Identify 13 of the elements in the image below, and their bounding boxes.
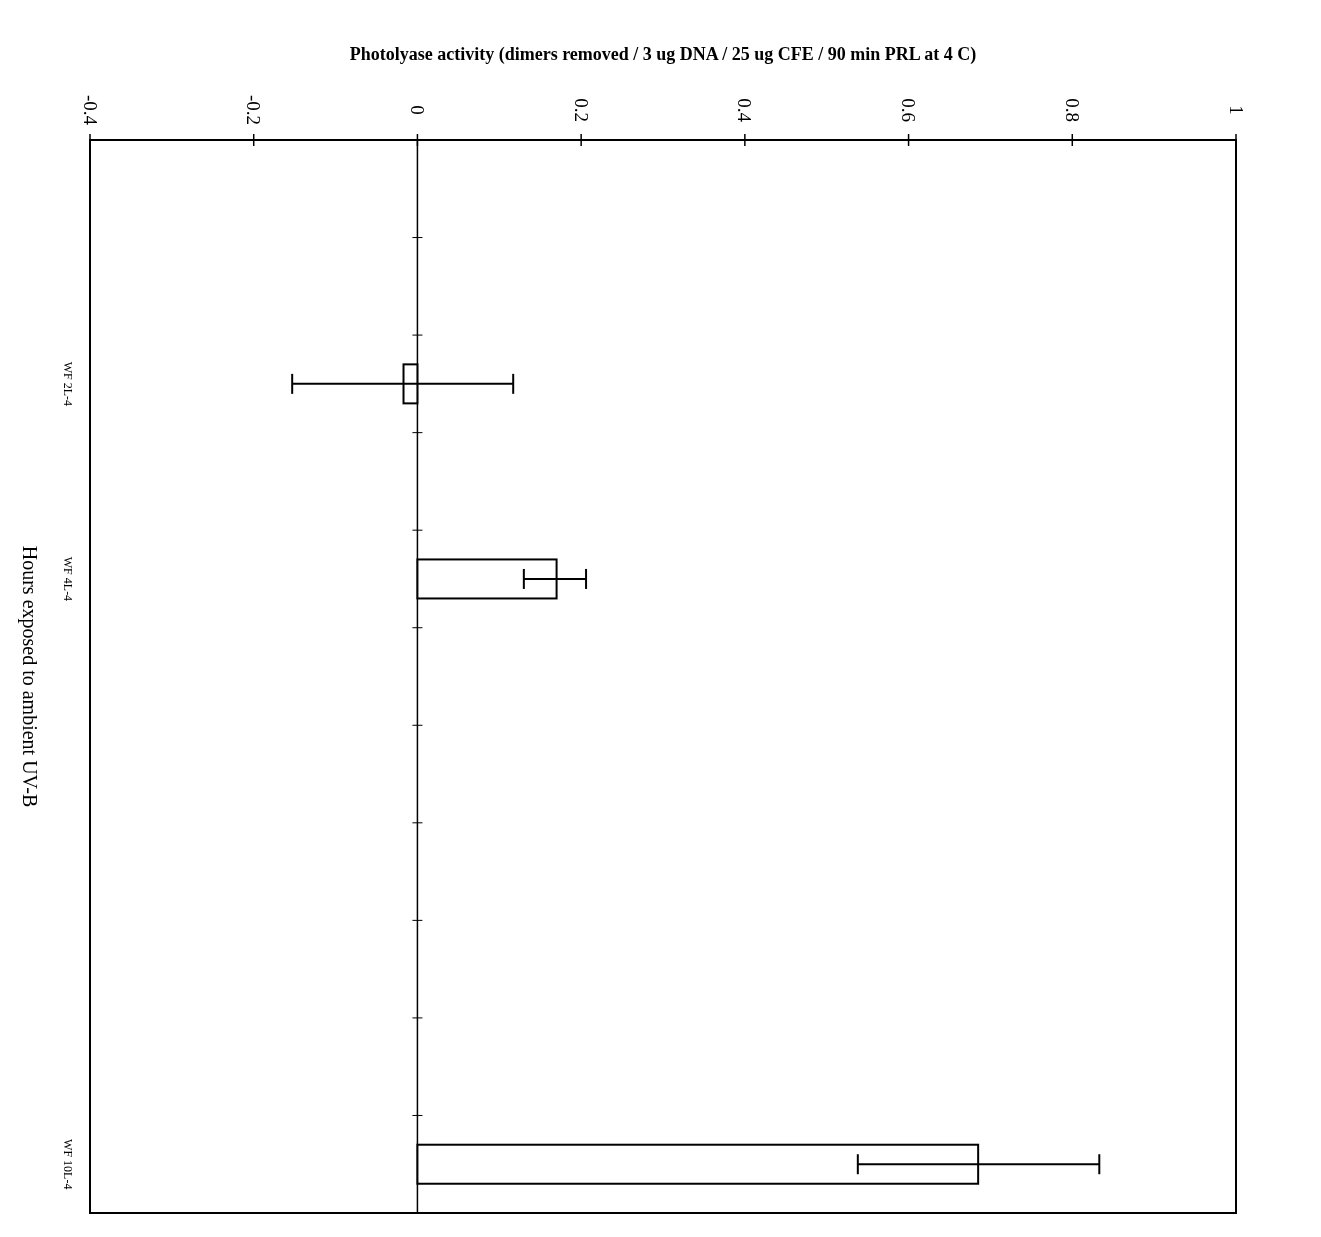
y-tick-label: WF 10L-4 — [61, 1139, 75, 1190]
x-tick-label: 1 — [1225, 105, 1247, 115]
x-tick-label: 0.2 — [570, 98, 592, 122]
x-tick-label: -0.4 — [79, 94, 101, 126]
y-tick-label: WF 2L-4 — [61, 361, 75, 407]
x-tick-label: -0.2 — [243, 94, 265, 126]
x-tick-label: 0.6 — [898, 98, 920, 122]
x-axis-title: Photolyase activity (dimers removed / 3 ug DNA / 25 ug CFE / 90 min PRL at 4 C) — [349, 44, 977, 65]
x-tick-label: 0.4 — [734, 98, 756, 123]
y-tick-label: WF 4L-4 — [61, 556, 75, 602]
y-axis-title: Hours exposed to ambient UV-B — [18, 545, 41, 808]
x-tick-label: 0.8 — [1061, 98, 1083, 122]
x-tick-label: 0 — [406, 105, 428, 115]
